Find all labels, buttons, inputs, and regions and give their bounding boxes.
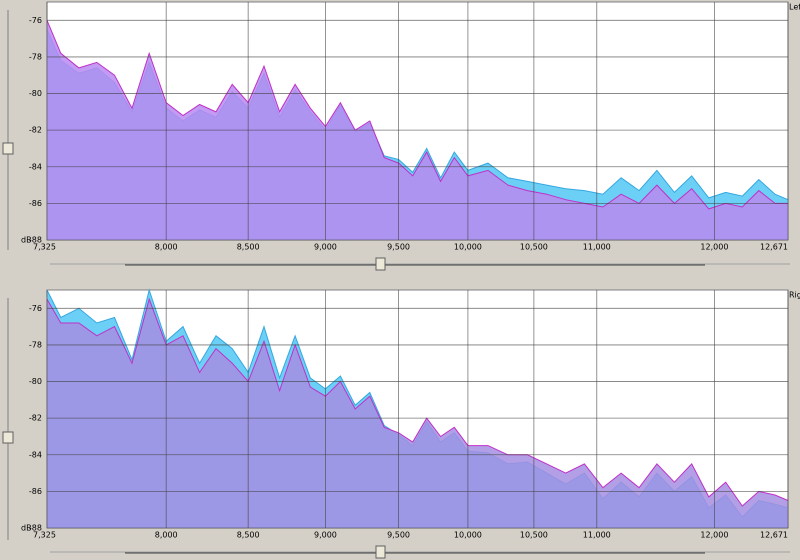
y-tick-label: -78 <box>29 52 42 61</box>
y-axis-label: dB <box>21 524 32 533</box>
x-tick-label: 8,000 <box>155 243 178 252</box>
slider-thumb[interactable] <box>2 431 14 444</box>
spectrum-line <box>46 20 788 210</box>
x-tick-label: 12,671 <box>760 243 788 252</box>
y-tick-label: -80 <box>29 377 42 386</box>
x-tick-label: 10,000 <box>454 531 482 540</box>
scroll-thumb[interactable] <box>375 257 386 271</box>
spectrum-area <box>47 299 788 528</box>
x-tick-label: 9,500 <box>387 243 410 252</box>
x-tick-label: 10,500 <box>520 531 548 540</box>
x-tick-label: 7,325 <box>33 531 56 540</box>
y-tick-label: -82 <box>29 414 42 423</box>
spectrum-line <box>46 297 789 507</box>
y-tick-label: -88 <box>29 524 42 533</box>
scroll-thumb[interactable] <box>375 545 386 559</box>
x-tick-label: 8,500 <box>237 531 260 540</box>
y-tick-label: -88 <box>29 236 42 245</box>
x-tick-label: 12,000 <box>700 243 728 252</box>
y-tick-label: -80 <box>29 89 42 98</box>
x-tick-label: 11,000 <box>583 531 611 540</box>
x-tick-label: 10,500 <box>520 243 548 252</box>
x-tick-label: 10,000 <box>454 243 482 252</box>
y-tick-label: -84 <box>29 450 42 459</box>
y-axis-label: dB <box>21 236 32 245</box>
y-tick-label: -76 <box>29 16 42 25</box>
y-tick-label: -82 <box>29 126 42 135</box>
x-tick-label: 8,500 <box>237 243 260 252</box>
channel-title: Left <box>789 3 800 12</box>
x-tick-label: 12,671 <box>760 531 788 540</box>
x-tick-label: 7,325 <box>33 243 56 252</box>
channel-title: Right <box>789 291 800 300</box>
slider-thumb[interactable] <box>2 142 14 155</box>
x-tick-label: 8,000 <box>155 531 178 540</box>
y-tick-label: -78 <box>29 340 42 349</box>
y-tick-label: -86 <box>29 199 42 208</box>
x-tick-label: 11,000 <box>583 243 611 252</box>
spectrum-area <box>47 20 788 240</box>
y-tick-label: -86 <box>29 487 42 496</box>
x-tick-label: 9,500 <box>387 531 410 540</box>
x-tick-label: 9,000 <box>314 531 337 540</box>
x-tick-label: 9,000 <box>314 243 337 252</box>
y-tick-label: -84 <box>29 162 42 171</box>
x-tick-label: 12,000 <box>700 531 728 540</box>
y-tick-label: -76 <box>29 304 42 313</box>
